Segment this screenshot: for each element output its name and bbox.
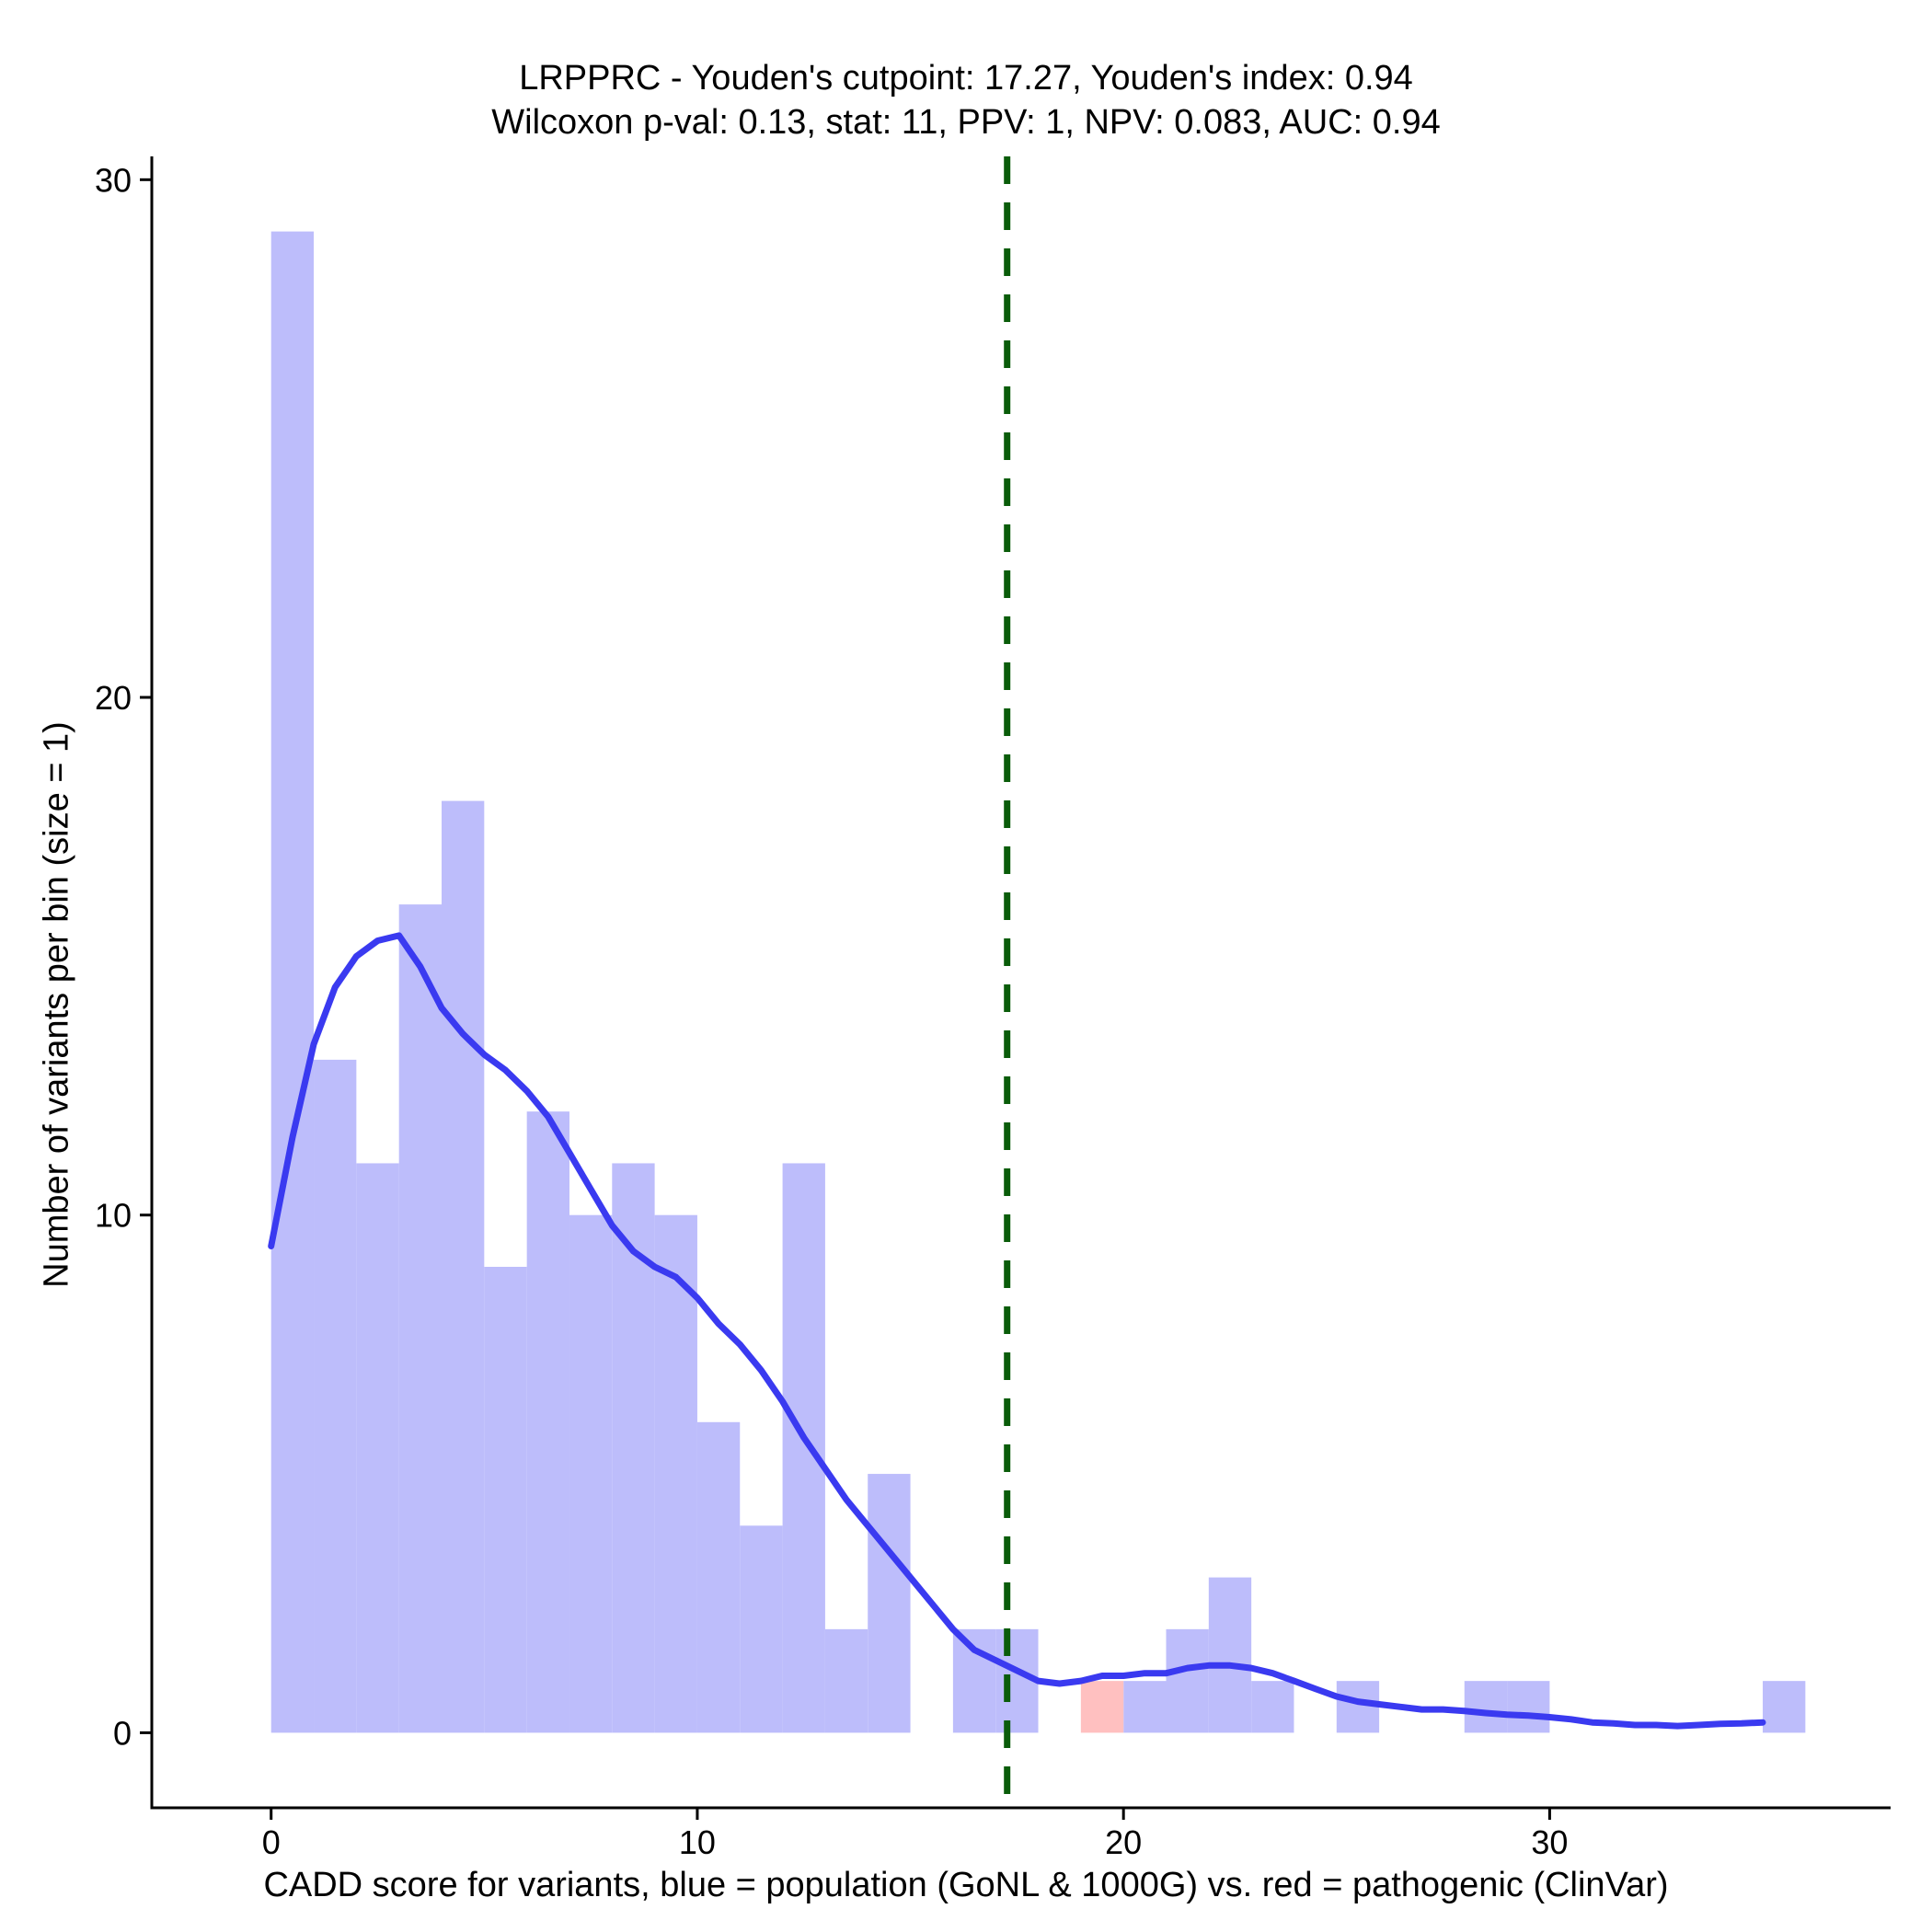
histogram-bar-0-6: [526, 1111, 569, 1733]
histogram-bar-0-10: [696, 1421, 741, 1733]
x-axis-title: CADD score for variants, blue = populati…: [263, 1866, 1669, 1904]
histogram-bar-0-15: [952, 1628, 996, 1733]
histogram-bar-0-19: [1208, 1577, 1252, 1733]
histogram-bar-0-9: [654, 1214, 697, 1733]
chart-title: LRPPRC - Youden's cutpoint: 17.27, Youde…: [519, 59, 1413, 98]
histogram-bar-0-2: [356, 1163, 399, 1733]
histogram-bar-0-0: [270, 231, 315, 1733]
histogram-bar-0-3: [398, 904, 442, 1733]
histogram-bar-0-1: [314, 1059, 357, 1733]
histogram-bar-0-7: [569, 1214, 613, 1733]
x-tick-label: 20: [1105, 1823, 1142, 1861]
histogram-bar-0-20: [1251, 1681, 1294, 1733]
y-axis-title: Number of variants per bin (size = 1): [37, 721, 76, 1288]
histogram-bar-0-14: [868, 1474, 911, 1733]
histogram-bar-0-5: [484, 1266, 527, 1733]
histogram-bar-1-0: [1080, 1681, 1124, 1733]
axes: 0 10 20 30 0 10 20 30: [95, 156, 1891, 1861]
histogram-bar-0-17: [1123, 1681, 1167, 1733]
y-tick-label: 20: [95, 679, 132, 717]
histogram-bar-0-4: [442, 800, 485, 1733]
density-layer: [268, 932, 1766, 1730]
histogram-bar-0-23: [1507, 1681, 1550, 1733]
y-tick-label: 10: [95, 1197, 132, 1235]
bars-layer: [270, 231, 1806, 1733]
histogram-bar-0-24: [1763, 1681, 1806, 1733]
histogram-bar-0-11: [740, 1525, 783, 1733]
y-tick-label: 30: [95, 161, 132, 199]
density-curve: [268, 932, 1766, 1730]
histogram-bar-0-22: [1464, 1681, 1508, 1733]
x-tick-label: 30: [1531, 1823, 1568, 1861]
histogram-bar-0-21: [1336, 1681, 1380, 1733]
x-tick-label: 10: [679, 1823, 716, 1861]
y-tick-label: 0: [113, 1714, 132, 1752]
chart-subtitle: Wilcoxon p-val: 0.13, stat: 11, PPV: 1, …: [491, 103, 1441, 142]
x-tick-label: 0: [262, 1823, 281, 1861]
histogram-bar-0-12: [782, 1163, 825, 1733]
histogram-bar-0-13: [824, 1628, 868, 1733]
histogram-bar-0-18: [1166, 1628, 1209, 1733]
